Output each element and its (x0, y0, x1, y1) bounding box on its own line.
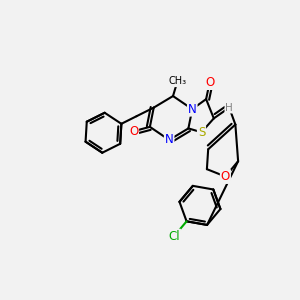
Text: O: O (205, 76, 214, 89)
Text: O: O (221, 170, 230, 183)
Text: N: N (188, 103, 197, 116)
Text: CH₃: CH₃ (168, 76, 187, 86)
Text: N: N (165, 134, 173, 146)
Text: S: S (198, 126, 205, 139)
Text: O: O (129, 125, 138, 138)
Text: Cl: Cl (168, 230, 180, 243)
Text: H: H (225, 103, 233, 112)
